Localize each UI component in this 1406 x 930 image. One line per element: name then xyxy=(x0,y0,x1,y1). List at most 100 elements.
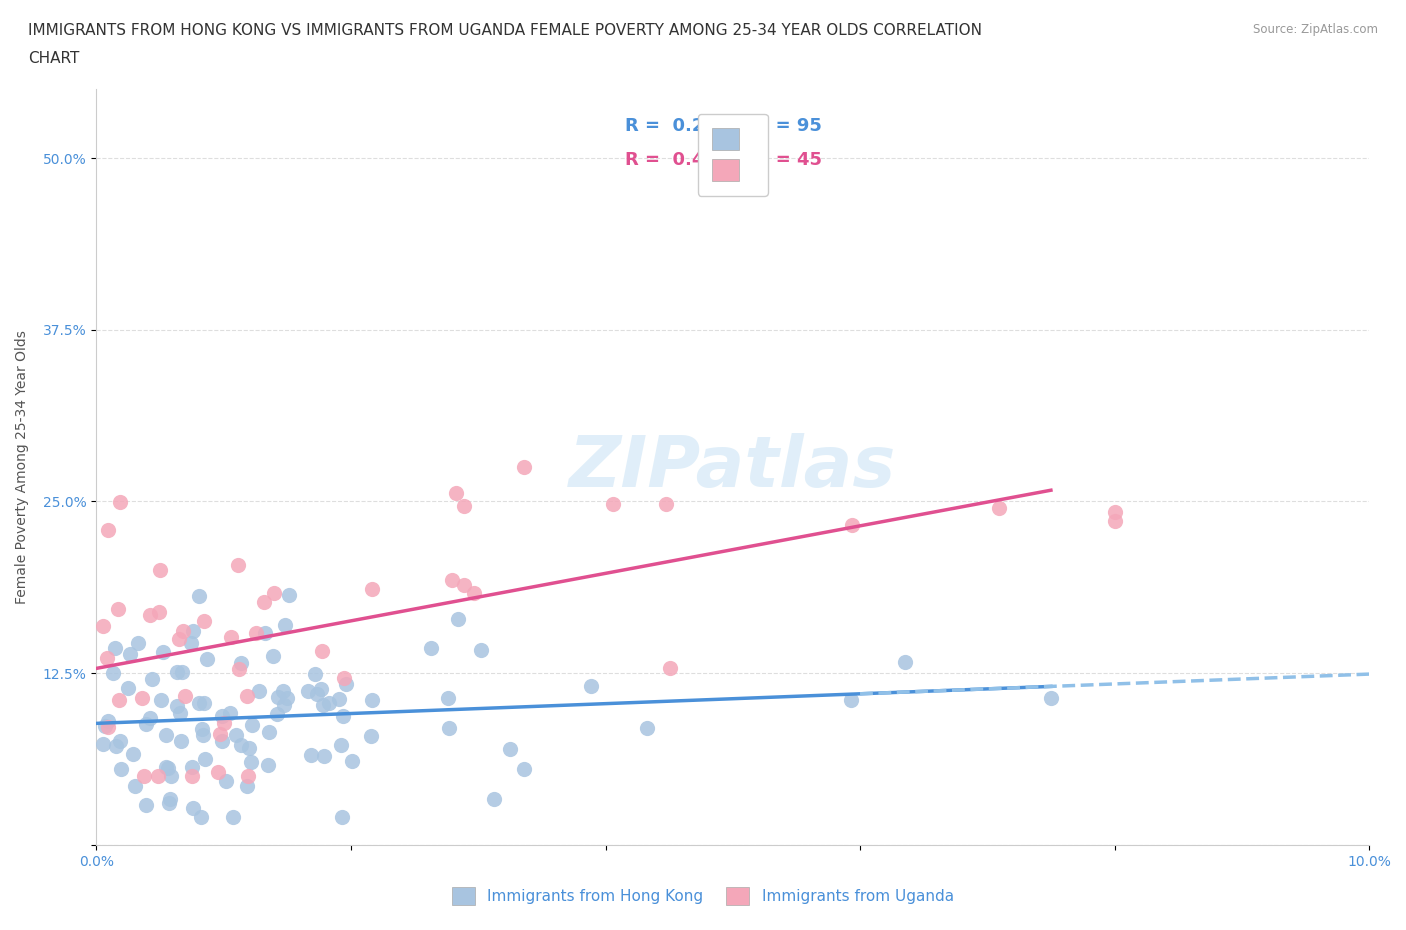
Point xyxy=(222,810,245,825)
Point xyxy=(266,690,288,705)
Point xyxy=(513,761,536,776)
Legend: Immigrants from Hong Kong, Immigrants from Uganda: Immigrants from Hong Kong, Immigrants fr… xyxy=(444,879,962,913)
Point xyxy=(419,641,441,656)
Point xyxy=(110,761,132,776)
Point xyxy=(155,728,177,743)
Point xyxy=(447,611,470,626)
Text: IMMIGRANTS FROM HONG KONG VS IMMIGRANTS FROM UGANDA FEMALE POVERTY AMONG 25-34 Y: IMMIGRANTS FROM HONG KONG VS IMMIGRANTS … xyxy=(28,23,983,38)
Point xyxy=(235,688,257,703)
Point xyxy=(157,795,180,810)
Point xyxy=(209,726,232,741)
Point xyxy=(194,751,217,766)
Point xyxy=(236,778,259,793)
Point xyxy=(499,741,522,756)
Y-axis label: Female Poverty Among 25-34 Year Olds: Female Poverty Among 25-34 Year Olds xyxy=(15,330,30,604)
Point xyxy=(311,644,333,658)
Point xyxy=(602,497,624,512)
Point xyxy=(135,717,157,732)
Point xyxy=(152,644,174,659)
Point xyxy=(139,608,162,623)
Point xyxy=(124,778,146,793)
Point xyxy=(104,738,127,753)
Point xyxy=(188,696,211,711)
Point xyxy=(330,809,353,824)
Point xyxy=(96,651,118,666)
Point xyxy=(108,733,131,748)
Point xyxy=(219,630,242,644)
Point xyxy=(193,614,215,629)
Point xyxy=(101,666,124,681)
Point xyxy=(104,640,127,655)
Point xyxy=(155,759,177,774)
Point xyxy=(225,728,247,743)
Point xyxy=(581,679,603,694)
Point xyxy=(122,746,145,761)
Point xyxy=(193,696,215,711)
Point xyxy=(228,558,250,573)
Point xyxy=(988,501,1011,516)
Point xyxy=(318,696,340,711)
Point xyxy=(262,649,284,664)
Point xyxy=(446,485,468,500)
Point xyxy=(127,636,149,651)
Point xyxy=(195,651,218,666)
Point xyxy=(312,749,335,764)
Point xyxy=(187,589,209,604)
Point xyxy=(277,588,299,603)
Point xyxy=(328,691,350,706)
Text: Source: ZipAtlas.com: Source: ZipAtlas.com xyxy=(1253,23,1378,36)
Point xyxy=(117,681,139,696)
Point xyxy=(183,623,205,638)
Point xyxy=(166,699,188,714)
Point xyxy=(169,706,191,721)
Point xyxy=(309,682,332,697)
Point xyxy=(360,693,382,708)
Point xyxy=(181,769,204,784)
Point xyxy=(470,643,492,658)
Point xyxy=(305,686,328,701)
Point xyxy=(108,495,131,510)
Point xyxy=(253,625,276,640)
Point xyxy=(218,706,240,721)
Point xyxy=(360,728,382,743)
Point xyxy=(160,769,183,784)
Point xyxy=(190,810,212,825)
Point xyxy=(211,709,233,724)
Point xyxy=(636,721,658,736)
Point xyxy=(228,661,250,676)
Point xyxy=(274,618,297,632)
Point xyxy=(172,624,194,639)
Point xyxy=(257,724,280,739)
Point xyxy=(263,585,285,600)
Point xyxy=(513,459,536,474)
Point xyxy=(149,563,172,578)
Point xyxy=(361,581,384,596)
Point xyxy=(148,605,170,620)
Point xyxy=(437,720,460,735)
Point xyxy=(440,573,463,588)
Point xyxy=(240,717,263,732)
Point xyxy=(170,733,193,748)
Point xyxy=(841,518,863,533)
Point xyxy=(166,665,188,680)
Point xyxy=(231,656,253,671)
Point xyxy=(231,737,253,752)
Point xyxy=(132,769,155,784)
Point xyxy=(257,758,280,773)
Point xyxy=(245,626,267,641)
Point xyxy=(180,760,202,775)
Point xyxy=(191,722,214,737)
Text: R =  0.221    N = 95: R = 0.221 N = 95 xyxy=(624,116,821,135)
Text: ZIPatlas: ZIPatlas xyxy=(569,432,897,501)
Point xyxy=(1104,513,1126,528)
Point xyxy=(94,719,117,734)
Point xyxy=(239,754,262,769)
Point xyxy=(207,764,229,779)
Point xyxy=(333,671,356,685)
Point xyxy=(91,737,114,751)
Point xyxy=(312,698,335,712)
Point xyxy=(159,791,181,806)
Point xyxy=(172,665,194,680)
Point xyxy=(149,693,172,708)
Point xyxy=(212,716,235,731)
